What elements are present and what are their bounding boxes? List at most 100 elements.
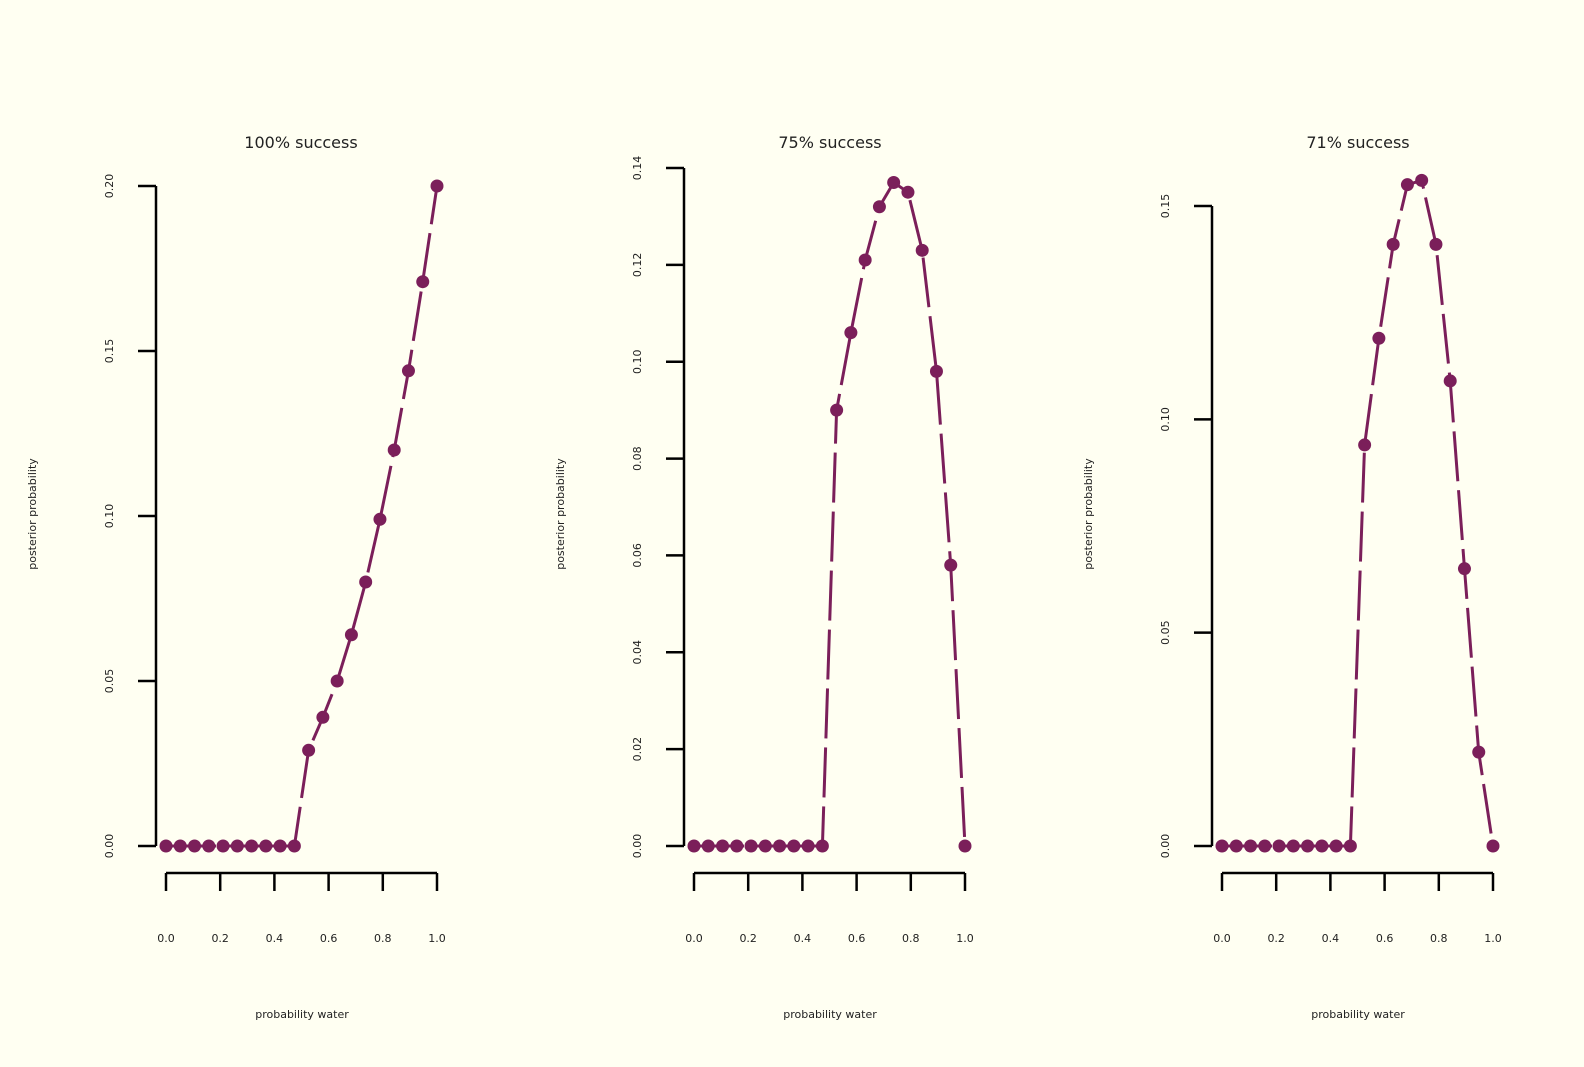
data-point	[1429, 237, 1443, 251]
data-point	[744, 839, 758, 853]
data-point	[1329, 839, 1343, 853]
x-tick-label: 0.0	[685, 932, 703, 945]
data-point	[958, 839, 972, 853]
data-point	[316, 710, 330, 724]
data-point	[259, 839, 273, 853]
data-point	[188, 839, 202, 853]
x-axis-label: probability water	[1311, 1008, 1405, 1021]
y-tick-label: 0.00	[103, 834, 116, 859]
x-axis-label: probability water	[255, 1008, 349, 1021]
data-point	[844, 326, 858, 340]
data-point	[1315, 839, 1329, 853]
x-axis-label: probability water	[783, 1008, 877, 1021]
panel-title: 75% success	[778, 133, 881, 152]
x-tick-label: 0.4	[794, 932, 812, 945]
data-point	[1358, 438, 1372, 452]
data-point	[245, 839, 259, 853]
data-point	[1400, 178, 1414, 192]
data-point	[173, 839, 187, 853]
data-point	[416, 275, 430, 289]
data-point	[815, 839, 829, 853]
data-point	[202, 839, 216, 853]
y-axis-label: posterior probability	[1082, 458, 1095, 570]
y-tick-label: 0.05	[1159, 620, 1172, 645]
y-tick-label: 0.06	[631, 543, 644, 568]
series-line	[694, 180, 967, 848]
y-tick-label: 0.00	[1159, 834, 1172, 859]
data-point	[1272, 839, 1286, 853]
y-tick-label: 0.10	[103, 504, 116, 529]
x-tick-label: 0.0	[157, 932, 175, 945]
x-tick-label: 1.0	[428, 932, 446, 945]
y-tick-label: 0.10	[631, 349, 644, 374]
data-point	[801, 839, 815, 853]
x-tick-label: 0.6	[848, 932, 866, 945]
y-axis-label: posterior probability	[554, 458, 567, 570]
x-tick-label: 1.0	[956, 932, 974, 945]
data-point	[915, 243, 929, 257]
x-tick-label: 0.4	[1322, 932, 1340, 945]
data-point	[401, 364, 415, 378]
x-tick-label: 0.2	[739, 932, 757, 945]
data-point	[1229, 839, 1243, 853]
data-point	[1372, 331, 1386, 345]
y-tick-label: 0.05	[103, 669, 116, 694]
data-point	[273, 839, 287, 853]
data-point	[1486, 839, 1500, 853]
data-point	[287, 839, 301, 853]
y-axis-label: posterior probability	[26, 458, 39, 570]
data-point	[730, 839, 744, 853]
x-tick-label: 0.2	[211, 932, 229, 945]
y-tick-label: 0.10	[1159, 407, 1172, 432]
data-point	[1301, 839, 1315, 853]
data-point	[373, 512, 387, 526]
x-tick-label: 0.6	[320, 932, 338, 945]
panel-title: 100% success	[244, 133, 357, 152]
x-tick-label: 0.6	[1376, 932, 1394, 945]
data-point	[887, 176, 901, 190]
data-point	[830, 403, 844, 417]
series-line	[166, 185, 439, 848]
data-point	[359, 575, 373, 589]
y-tick-label: 0.08	[631, 446, 644, 471]
series-line	[1222, 178, 1495, 848]
data-point	[159, 839, 173, 853]
data-point	[701, 839, 715, 853]
data-point	[944, 558, 958, 572]
x-tick-label: 0.8	[1430, 932, 1448, 945]
x-tick-label: 0.4	[266, 932, 284, 945]
data-point	[872, 200, 886, 214]
data-point	[716, 839, 730, 853]
data-point	[1244, 839, 1258, 853]
data-point	[901, 185, 915, 199]
data-point	[1258, 839, 1272, 853]
data-point	[773, 839, 787, 853]
panel-title: 71% success	[1306, 133, 1409, 152]
data-point	[387, 443, 401, 457]
data-point	[1443, 374, 1457, 388]
data-point	[929, 364, 943, 378]
y-tick-label: 0.02	[631, 737, 644, 762]
y-tick-label: 0.12	[631, 253, 644, 278]
panel-2: 75% success 0.00 0.02 0.04 0.06 0.08 0.10 0.12 0…	[554, 133, 974, 1021]
data-point	[1343, 839, 1357, 853]
data-point	[1457, 562, 1471, 576]
data-point	[216, 839, 230, 853]
y-tick-label: 0.04	[631, 640, 644, 665]
data-point	[858, 253, 872, 267]
x-tick-label: 1.0	[1484, 932, 1502, 945]
y-tick-label: 0.14	[631, 156, 644, 181]
data-point	[758, 839, 772, 853]
x-tick-label: 0.2	[1267, 932, 1285, 945]
y-tick-label: 0.20	[103, 174, 116, 199]
x-tick-label: 0.8	[374, 932, 392, 945]
data-point	[1215, 839, 1229, 853]
x-tick-label: 0.0	[1213, 932, 1231, 945]
data-point	[1386, 237, 1400, 251]
data-point	[330, 674, 344, 688]
data-point	[1415, 173, 1429, 187]
data-point	[302, 743, 316, 757]
data-point	[230, 839, 244, 853]
data-point	[344, 628, 358, 642]
